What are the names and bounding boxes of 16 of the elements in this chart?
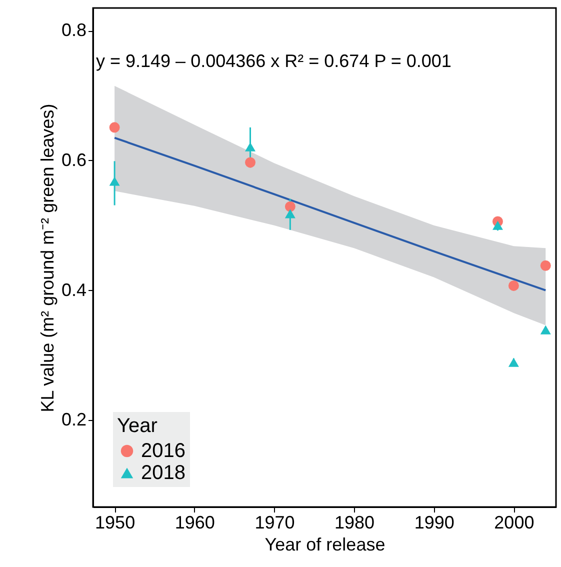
x-tick-label: 1950: [95, 512, 136, 532]
y-axis-title: KL value (m² ground m⁻² green leaves): [37, 104, 58, 412]
y-tick-label: 0.4: [61, 280, 86, 300]
annotation: y = 9.149 – 0.004366 x R² = 0.674 P = 0.001: [96, 51, 452, 71]
x-axis-title: Year of release: [264, 534, 386, 554]
y-tick-label: 0.2: [61, 410, 86, 430]
x-tick-label: 1980: [334, 512, 375, 532]
x-tick-label: 1970: [254, 512, 295, 532]
x-tick-label: 1990: [414, 512, 454, 532]
legend-title: Year: [117, 415, 158, 437]
y-tick-label: 0.8: [61, 20, 86, 40]
y-tick-label: 0.6: [61, 150, 86, 170]
legend-label: 2018: [141, 462, 186, 484]
legend-label: 2016: [141, 440, 186, 462]
x-tick-label: 1960: [174, 512, 215, 532]
x-tick-label: 2000: [494, 512, 534, 532]
